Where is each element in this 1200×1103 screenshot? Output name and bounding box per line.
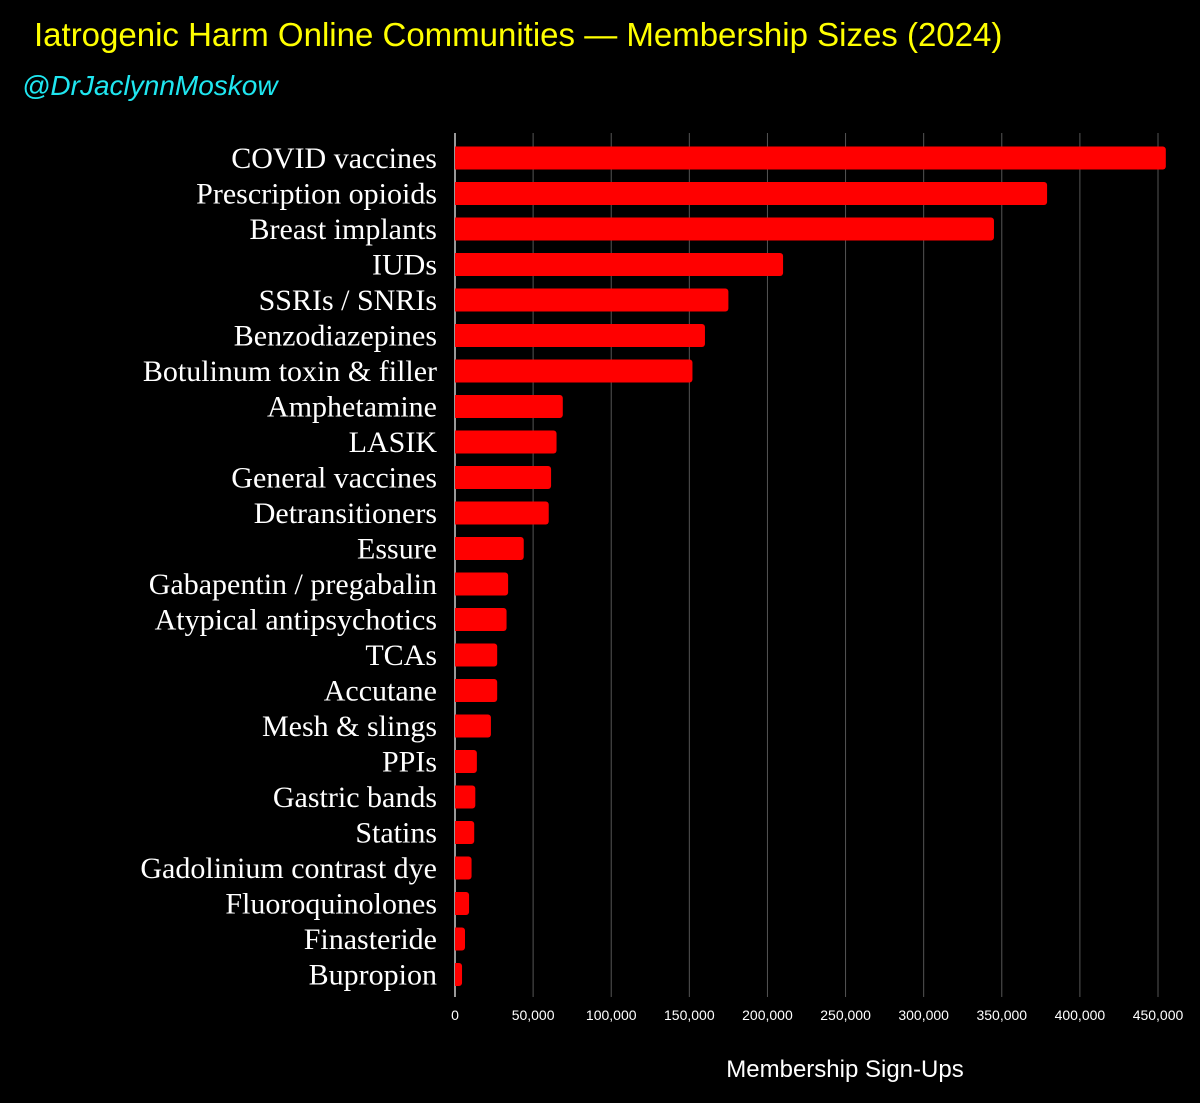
bar	[454, 253, 784, 276]
x-tick-label: 350,000	[976, 1007, 1027, 1023]
bar	[455, 359, 693, 383]
category-label: Finasteride	[304, 923, 437, 956]
x-tick-label: 300,000	[898, 1007, 949, 1023]
category-label: Gastric bands	[273, 781, 437, 814]
category-label: Gabapentin / pregabalin	[149, 568, 437, 601]
bar	[455, 217, 994, 241]
category-label: PPIs	[382, 746, 437, 779]
bar	[455, 466, 552, 489]
bar	[455, 821, 475, 844]
bar	[454, 146, 1166, 170]
author-handle: @DrJaclynnMoskow	[22, 70, 278, 101]
bar	[455, 324, 705, 347]
category-label: Fluoroquinolones	[225, 888, 437, 921]
category-label: Statins	[355, 817, 437, 850]
category-label: Atypical antipsychotics	[155, 604, 437, 637]
bar	[455, 572, 509, 596]
category-label: Breast implants	[250, 213, 437, 246]
x-tick-label: 450,000	[1133, 1007, 1184, 1023]
category-label: Botulinum toxin & filler	[143, 355, 437, 388]
category-label: LASIK	[349, 426, 438, 459]
bar	[455, 537, 524, 560]
category-label: Amphetamine	[267, 391, 437, 424]
bar	[455, 182, 1048, 205]
bar	[455, 750, 477, 773]
bar	[455, 395, 563, 418]
category-label: SSRIs / SNRIs	[259, 284, 437, 317]
category-label: Gadolinium contrast dye	[140, 852, 437, 885]
chart-title: Iatrogenic Harm Online Communities — Mem…	[34, 16, 1003, 53]
x-tick-label: 50,000	[512, 1007, 555, 1023]
bar	[455, 430, 557, 454]
category-label: TCAs	[365, 639, 437, 672]
category-label: COVID vaccines	[231, 142, 437, 175]
category-label: Mesh & slings	[262, 710, 437, 743]
x-tick-label: 0	[451, 1007, 459, 1023]
bar	[455, 643, 498, 667]
category-label: Essure	[357, 533, 437, 566]
bar	[455, 288, 729, 312]
bar	[455, 892, 470, 915]
category-label: Prescription opioids	[196, 178, 437, 211]
category-label: Bupropion	[309, 959, 437, 992]
x-tick-label: 200,000	[742, 1007, 793, 1023]
category-label: Benzodiazepines	[234, 320, 437, 353]
category-label: IUDs	[372, 249, 437, 282]
category-label: Detransitioners	[254, 497, 437, 530]
x-axis-label: Membership Sign-Ups	[726, 1056, 963, 1083]
bar	[455, 714, 491, 738]
x-tick-label: 150,000	[664, 1007, 715, 1023]
bar	[455, 963, 463, 986]
bar	[455, 501, 549, 525]
bar	[455, 785, 476, 809]
bar	[455, 608, 507, 631]
category-label: General vaccines	[231, 462, 437, 495]
x-tick-label: 100,000	[586, 1007, 637, 1023]
x-tick-label: 250,000	[820, 1007, 871, 1023]
category-label: Accutane	[324, 675, 437, 708]
x-tick-label: 400,000	[1055, 1007, 1106, 1023]
bar	[455, 927, 465, 951]
bar	[455, 856, 472, 880]
bar	[455, 679, 498, 702]
